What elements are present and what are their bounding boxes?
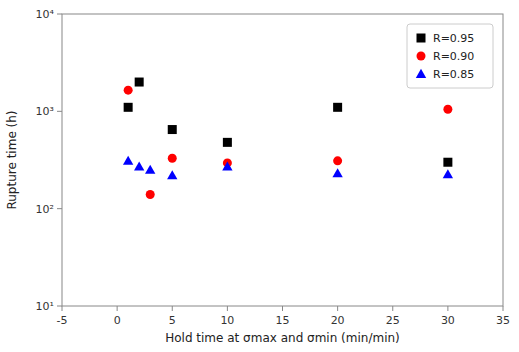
point bbox=[333, 103, 342, 112]
x-tick bbox=[117, 306, 118, 311]
legend-symbol bbox=[417, 34, 426, 43]
x-tick bbox=[447, 306, 448, 311]
x-tick bbox=[227, 306, 228, 311]
legend-label: R=0.90 bbox=[433, 50, 474, 63]
chart: -5 0 5 10 15 20 25 30 35 10¹ 10² 10³ 10⁴ Hold time at… bbox=[0, 0, 519, 352]
legend-box bbox=[407, 24, 493, 88]
points bbox=[123, 78, 453, 199]
y-tick bbox=[57, 306, 62, 307]
x-tick-label: 35 bbox=[496, 314, 510, 327]
point bbox=[223, 138, 232, 147]
legend-symbol bbox=[416, 69, 426, 78]
point bbox=[443, 158, 452, 167]
x-tick bbox=[282, 306, 283, 311]
point bbox=[124, 103, 133, 112]
x-tick bbox=[337, 306, 338, 311]
x-tick-label: 0 bbox=[114, 314, 121, 327]
x-axis: -5 0 5 10 15 20 25 30 35 bbox=[57, 306, 510, 327]
plot-frame bbox=[62, 14, 503, 306]
series bbox=[124, 86, 453, 199]
point bbox=[168, 154, 177, 163]
point bbox=[168, 125, 177, 134]
y-axis-label: Rupture time (h) bbox=[5, 110, 19, 209]
point bbox=[124, 86, 133, 95]
y-tick-label: 10² bbox=[36, 203, 54, 216]
legend-label: R=0.95 bbox=[433, 32, 474, 45]
point bbox=[333, 156, 342, 165]
y-axis: 10¹ 10² 10³ 10⁴ bbox=[36, 8, 62, 313]
legend-symbol bbox=[417, 52, 426, 61]
point bbox=[134, 162, 144, 171]
x-tick bbox=[503, 306, 504, 311]
x-tick-label: 20 bbox=[331, 314, 345, 327]
point bbox=[135, 78, 144, 87]
point bbox=[443, 105, 452, 114]
point bbox=[123, 156, 133, 165]
legend-label: R=0.85 bbox=[433, 68, 474, 81]
x-tick-label: 15 bbox=[276, 314, 290, 327]
y-tick bbox=[57, 14, 62, 15]
y-tick-label: 10³ bbox=[36, 105, 54, 118]
series bbox=[124, 78, 453, 167]
y-tick-label: 10⁴ bbox=[36, 8, 55, 21]
point bbox=[145, 165, 155, 174]
x-tick-label: 10 bbox=[220, 314, 234, 327]
x-tick bbox=[392, 306, 393, 311]
series bbox=[123, 156, 453, 180]
x-tick-label: -5 bbox=[57, 314, 68, 327]
point bbox=[222, 162, 232, 171]
x-tick-label: 30 bbox=[441, 314, 455, 327]
legend: R=0.95 R=0.90 R=0.85 bbox=[407, 24, 493, 88]
y-tick-label: 10¹ bbox=[36, 300, 54, 313]
point bbox=[167, 170, 177, 179]
x-tick bbox=[172, 306, 173, 311]
point bbox=[443, 169, 453, 178]
y-tick bbox=[57, 111, 62, 112]
x-tick-label: 5 bbox=[169, 314, 176, 327]
x-tick bbox=[62, 306, 63, 311]
y-tick bbox=[57, 208, 62, 209]
point bbox=[332, 168, 342, 177]
x-tick-label: 25 bbox=[386, 314, 400, 327]
point bbox=[146, 190, 155, 199]
x-axis-label: Hold time at σmax and σmin (min/min) bbox=[165, 331, 400, 345]
